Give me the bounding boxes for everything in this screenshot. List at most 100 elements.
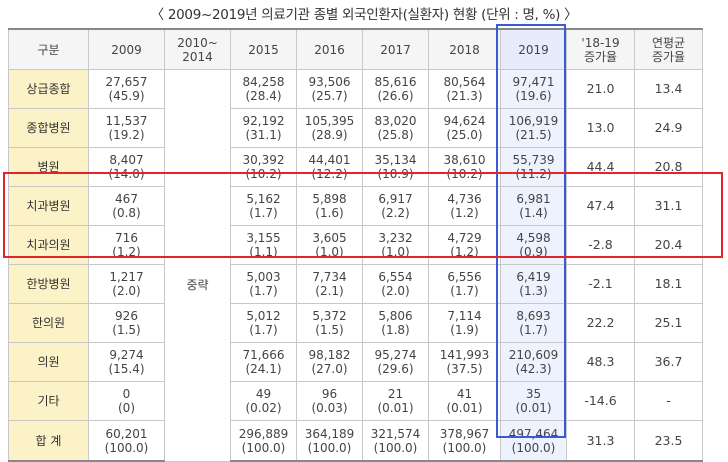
cell-share: (0.8) (112, 206, 141, 220)
header-2019: 2019 (500, 28, 567, 70)
header-category: 구분 (8, 28, 89, 70)
cell-2019: 106,919 (21.5) (500, 108, 567, 148)
cell-average-rate: 25.1 (634, 303, 703, 343)
table-row: 기타 0 (0) 49 (0.02) 96 (0.03) 21 (0.01) 41 (0.01) 35… (8, 381, 703, 421)
cell-share: (1.5) (112, 323, 141, 337)
cell-share: (10.2) (446, 167, 483, 181)
row-category: 상급종합 (8, 69, 89, 109)
cell-value: 4,736 (447, 192, 482, 206)
cell-value: 6,419 (516, 270, 551, 284)
cell-value: 497,464 (508, 426, 559, 441)
cell-value: 3,605 (312, 231, 347, 245)
cell-2015: 71,666 (24.1) (230, 342, 297, 382)
table-row: 한의원 926 (1.5) 5,012 (1.7) 5,372 (1.5) 5,806 (1.8… (8, 303, 703, 343)
cell-value: 467 (115, 192, 138, 206)
header-2017: 2017 (362, 28, 429, 70)
cell-2017: 5,806 (1.8) (362, 303, 429, 343)
table-title: 〈 2009~2019년 의료기관 종별 외국인환자(실환자) 현황 (단위 :… (150, 7, 578, 23)
cell-2015: 5,162 (1.7) (230, 186, 297, 226)
cell-share: (1.0) (381, 245, 410, 259)
cell-average-rate: 20.4 (634, 225, 703, 265)
cell-share: (0) (118, 401, 135, 415)
cell-2009: 60,201 (100.0) (88, 420, 165, 462)
table-row: 의원 9,274 (15.4) 71,666 (24.1) 98,182 (27.0) 95,… (8, 342, 703, 382)
cell-2019: 55,739 (11.2) (500, 147, 567, 187)
cell-share: (12.2) (311, 167, 348, 181)
cell-2016: 3,605 (1.0) (296, 225, 363, 265)
cell-share: (19.2) (108, 128, 145, 142)
header-2010-2014-line1: 2010~ (177, 35, 218, 50)
cell-value: 6,981 (516, 192, 551, 206)
cell-2017: 21 (0.01) (362, 381, 429, 421)
cell-increase-rate: 31.3 (566, 420, 635, 462)
cell-share: (2.0) (381, 284, 410, 298)
cell-value: 8,693 (516, 309, 551, 323)
cell-increase-rate: 44.4 (566, 147, 635, 187)
cell-average-rate: 24.9 (634, 108, 703, 148)
row-category: 병원 (8, 147, 89, 187)
header-increase-rate: '18-19 증가율 (566, 28, 635, 70)
patient-stats-table-wrapper: 구분 2009 2010~ 2014 2015 2016 2017 2018 2… (8, 28, 703, 462)
cell-increase-rate: 48.3 (566, 342, 635, 382)
cell-2017: 6,917 (2.2) (362, 186, 429, 226)
cell-average-rate: 20.8 (634, 147, 703, 187)
header-2018: 2018 (428, 28, 501, 70)
cell-share: (42.3) (515, 362, 552, 376)
cell-share: (1.6) (315, 206, 344, 220)
cell-2017: 85,616 (26.6) (362, 69, 429, 109)
cell-value: 5,898 (312, 192, 347, 206)
cell-share: (15.4) (108, 362, 145, 376)
cell-2015: 84,258 (28.4) (230, 69, 297, 109)
cell-2015: 296,889 (100.0) (230, 420, 297, 462)
cell-2015: 49 (0.02) (230, 381, 297, 421)
cell-2019: 8,693 (1.7) (500, 303, 567, 343)
cell-value: 38,610 (443, 153, 486, 167)
cell-share: (1.2) (450, 206, 479, 220)
omitted-label: 중략 (186, 278, 209, 293)
cell-increase-rate: -2.1 (566, 264, 635, 304)
header-2010-2014: 2010~ 2014 (164, 28, 231, 70)
row-category-label: 치과의원 (26, 238, 71, 252)
table-row: 치과의원 716 (1.2) 3,155 (1.1) 3,605 (1.0) 3,232 (1.… (8, 225, 703, 265)
cell-share: (2.2) (381, 206, 410, 220)
cell-2017: 3,232 (1.0) (362, 225, 429, 265)
row-category-label: 병원 (37, 160, 60, 174)
cell-share: (1.7) (450, 284, 479, 298)
cell-2018: 41 (0.01) (428, 381, 501, 421)
cell-value: 210,609 (508, 348, 559, 362)
row-category-label: 상급종합 (26, 82, 71, 96)
cell-share: (1.7) (519, 323, 548, 337)
cell-2019: 4,598 (0.9) (500, 225, 567, 265)
cell-share: (25.0) (446, 128, 483, 142)
cell-value: 364,189 (304, 426, 355, 441)
cell-share: (2.0) (112, 284, 141, 298)
cell-value: 21 (387, 387, 404, 401)
cell-value: 105,395 (304, 114, 355, 128)
cell-2017: 83,020 (25.8) (362, 108, 429, 148)
row-category: 한의원 (8, 303, 89, 343)
cell-share: (27.0) (311, 362, 348, 376)
cell-share: (0.01) (446, 401, 483, 415)
cell-value: 71,666 (242, 348, 285, 362)
row-category-label: 한의원 (31, 316, 66, 330)
cell-value: 11,537 (105, 114, 148, 128)
cell-share: (2.1) (315, 284, 344, 298)
table-row: 종합병원 11,537 (19.2) 92,192 (31.1) 105,395 (28.9… (8, 108, 703, 148)
cell-value: 5,012 (246, 309, 281, 323)
row-category-label: 한방병원 (26, 277, 71, 291)
row-category: 한방병원 (8, 264, 89, 304)
header-increase-rate-line2: 증가율 (583, 49, 618, 64)
cell-2009: 9,274 (15.4) (88, 342, 165, 382)
cell-2016: 7,734 (2.1) (296, 264, 363, 304)
table-row: 한방병원 1,217 (2.0) 5,003 (1.7) 7,734 (2.1) 6,554(… (8, 264, 703, 304)
row-category: 기타 (8, 381, 89, 421)
cell-value: 35,134 (374, 153, 417, 167)
row-category: 합 계 (8, 420, 89, 462)
cell-2016: 96 (0.03) (296, 381, 363, 421)
cell-share: (21.3) (446, 89, 483, 103)
cell-value: 55,739 (512, 153, 555, 167)
cell-value: 141,993 (439, 348, 490, 362)
cell-value: 5,372 (312, 309, 347, 323)
patient-stats-table: 구분 2009 2010~ 2014 2015 2016 2017 2018 2… (8, 28, 703, 462)
cell-2009: 467 (0.8) (88, 186, 165, 226)
